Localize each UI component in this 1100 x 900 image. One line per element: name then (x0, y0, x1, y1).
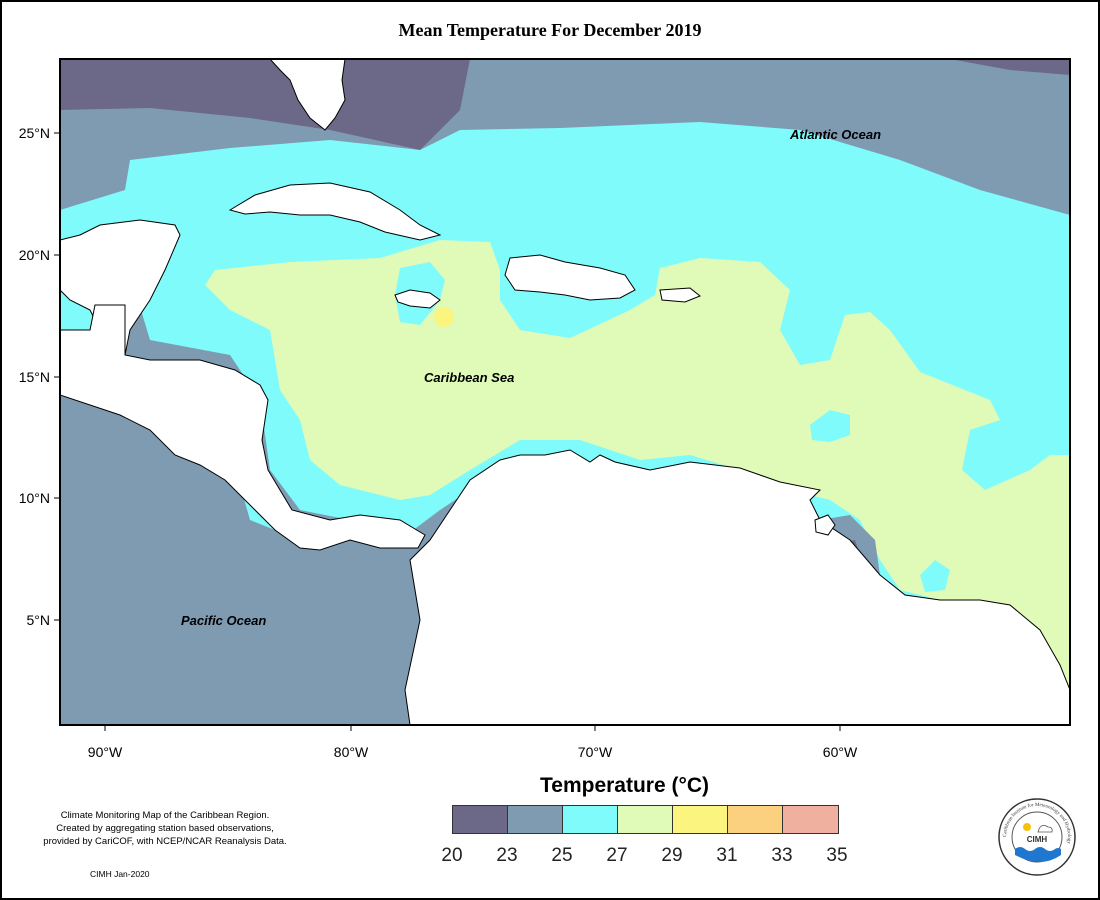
lat-tick-10: 10°N (19, 490, 50, 506)
band-23-25-central-america (122, 290, 350, 530)
legend-swatch (673, 806, 728, 833)
land-cuba (228, 182, 442, 241)
lon-tick-70: 70°W (578, 744, 613, 760)
logo-text: CIMH (1027, 835, 1048, 844)
label-caribbean-sea: Caribbean Sea (424, 370, 514, 385)
legend-tick-label: 35 (826, 845, 848, 866)
cloud-icon (1037, 825, 1053, 833)
legend-tick-label: 25 (551, 845, 573, 866)
legend-title: Temperature (°C) (540, 774, 710, 797)
lat-tick-20: 20°N (19, 247, 50, 263)
credit-line: provided by CariCOF, with NCEP/NCAR Rean… (43, 836, 287, 847)
label-atlantic-ocean: Atlantic Ocean (789, 127, 881, 142)
band-25-27-guianas (920, 560, 950, 592)
land-hispaniola (504, 254, 636, 301)
land-south-america (404, 449, 1070, 725)
legend-tick-label: 31 (716, 845, 738, 866)
band-20-23-northeast (950, 59, 1070, 75)
lat-tick-15: 15°N (19, 369, 50, 385)
legend-tick-label: 29 (661, 845, 683, 866)
legend-swatch (783, 806, 838, 833)
legend-color-bar (452, 805, 839, 834)
plot-border (59, 58, 1071, 726)
legend-swatch (618, 806, 673, 833)
land-central-america (60, 304, 426, 551)
band-20-23-north (60, 59, 470, 150)
land-trinidad (814, 514, 836, 536)
longitude-axis: 90°W 80°W 70°W 60°W (88, 725, 858, 760)
legend-tick-label: 20 (441, 845, 463, 866)
sun-icon (1023, 823, 1031, 831)
credit-text: Climate Monitoring Map of the Caribbean … (30, 809, 300, 848)
legend-swatch (508, 806, 563, 833)
land-puerto-rico (659, 287, 701, 303)
credit-line: Climate Monitoring Map of the Caribbean … (60, 810, 270, 821)
credit-line: Created by aggregating station based obs… (56, 823, 274, 834)
legend-tick-label: 27 (606, 845, 628, 866)
legend-swatch (453, 806, 508, 833)
lat-tick-25: 25°N (19, 125, 50, 141)
land-layer (60, 59, 1070, 725)
label-pacific-ocean: Pacific Ocean (181, 613, 266, 628)
date-stamp: CIMH Jan-2020 (90, 869, 150, 879)
land-florida (269, 59, 346, 131)
legend-swatch (728, 806, 783, 833)
latitude-axis: 25°N 20°N 15°N 10°N 5°N (19, 125, 60, 628)
band-29-31-spot (434, 307, 454, 327)
band-25-27-antilles (810, 410, 850, 442)
lon-tick-90: 90°W (88, 744, 123, 760)
legend-swatch (563, 806, 618, 833)
lon-tick-60: 60°W (823, 744, 858, 760)
land-jamaica (394, 289, 441, 309)
temperature-fields (60, 59, 1070, 725)
map-title: Mean Temperature For December 2019 (398, 20, 702, 40)
legend-tick-label: 33 (771, 845, 793, 866)
band-27-29 (205, 240, 1070, 690)
cimh-logo: Caribbean Institute for Meteorology and … (998, 798, 1076, 876)
legend-tick-label: 23 (496, 845, 518, 866)
lat-tick-5: 5°N (27, 612, 51, 628)
wave-icon (1015, 847, 1061, 862)
lon-tick-80: 80°W (334, 744, 369, 760)
